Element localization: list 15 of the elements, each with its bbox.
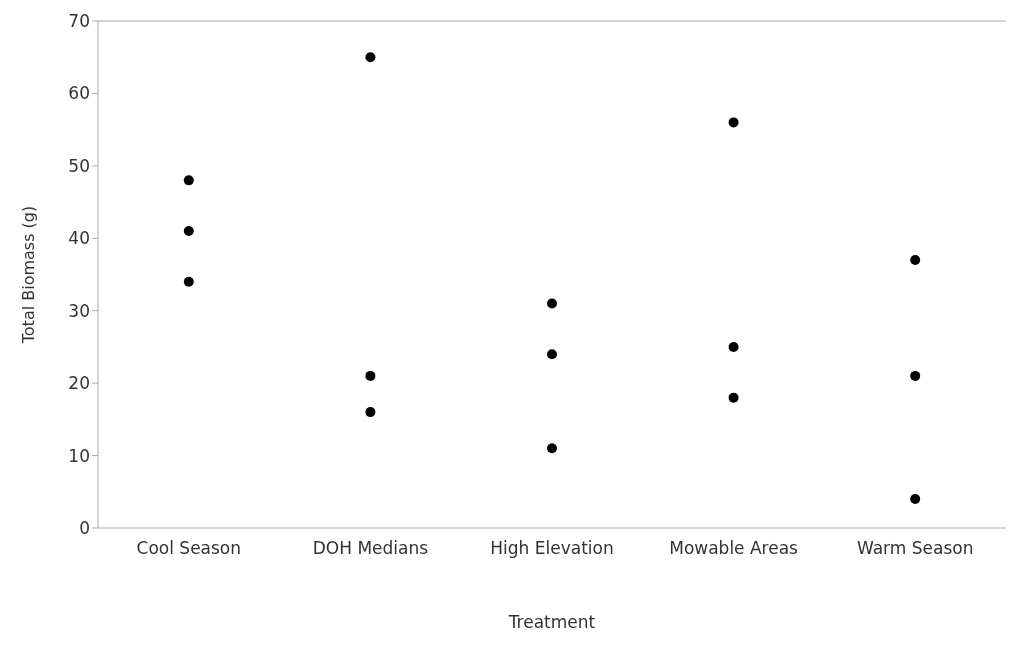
x-tick-label: Warm Season — [856, 538, 974, 558]
x-tick-label: Cool Season — [136, 538, 242, 558]
y-tick-label: 50 — [68, 155, 90, 176]
y-axis-title: Total Biomass (g) — [18, 205, 38, 345]
y-tick-label: 30 — [68, 300, 90, 321]
y-tick-label: 40 — [68, 228, 90, 249]
y-tick-label: 10 — [68, 445, 90, 466]
x-tick-label: DOH Medians — [312, 538, 429, 558]
y-tick-label: 0 — [79, 518, 90, 539]
x-tick-label: Mowable Areas — [669, 538, 799, 558]
y-tick-label: 70 — [68, 11, 90, 32]
x-tick-label: High Elevation — [490, 538, 614, 558]
y-tick-label: 20 — [68, 373, 90, 394]
x-axis-title: Treatment — [507, 612, 596, 632]
y-tick-label: 60 — [68, 83, 90, 104]
